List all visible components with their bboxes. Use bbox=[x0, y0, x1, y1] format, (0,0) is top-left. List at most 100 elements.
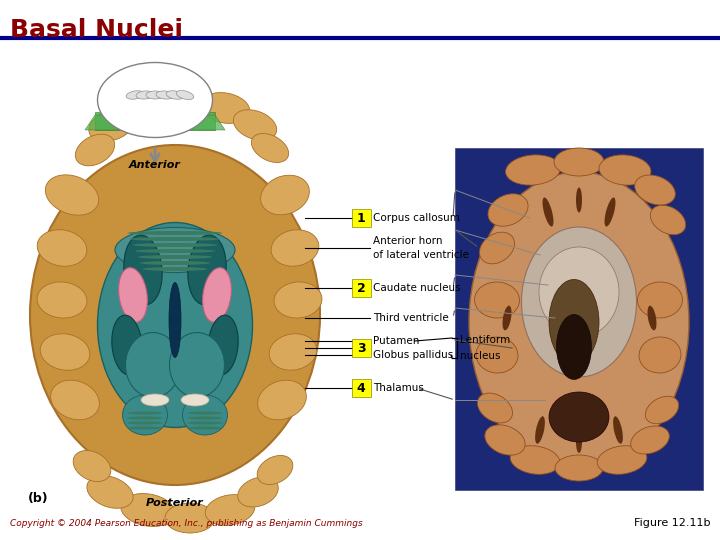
Ellipse shape bbox=[30, 145, 320, 485]
Text: Corpus callosum: Corpus callosum bbox=[373, 213, 460, 223]
Ellipse shape bbox=[97, 63, 212, 138]
Ellipse shape bbox=[274, 282, 322, 318]
Ellipse shape bbox=[650, 205, 685, 235]
Ellipse shape bbox=[73, 450, 111, 482]
Ellipse shape bbox=[45, 175, 99, 215]
Ellipse shape bbox=[121, 494, 175, 526]
Ellipse shape bbox=[140, 261, 210, 265]
Text: Lentiform: Lentiform bbox=[460, 335, 510, 345]
Ellipse shape bbox=[132, 243, 217, 247]
Ellipse shape bbox=[469, 172, 689, 472]
Ellipse shape bbox=[181, 394, 209, 406]
Text: Third ventricle: Third ventricle bbox=[373, 313, 449, 323]
Ellipse shape bbox=[182, 395, 228, 435]
Ellipse shape bbox=[135, 249, 215, 253]
Ellipse shape bbox=[124, 235, 162, 305]
Ellipse shape bbox=[160, 86, 210, 114]
Ellipse shape bbox=[127, 422, 163, 424]
Ellipse shape bbox=[165, 503, 215, 533]
Ellipse shape bbox=[599, 155, 651, 185]
Text: 1: 1 bbox=[356, 212, 365, 225]
Ellipse shape bbox=[37, 282, 87, 318]
FancyBboxPatch shape bbox=[351, 209, 371, 227]
Ellipse shape bbox=[238, 477, 279, 507]
Ellipse shape bbox=[549, 392, 609, 442]
Ellipse shape bbox=[557, 314, 592, 380]
Ellipse shape bbox=[535, 416, 545, 444]
Ellipse shape bbox=[645, 396, 679, 424]
Text: Anterior: Anterior bbox=[129, 160, 181, 170]
Ellipse shape bbox=[549, 280, 599, 365]
Ellipse shape bbox=[205, 495, 255, 525]
Ellipse shape bbox=[555, 455, 603, 481]
Ellipse shape bbox=[156, 91, 174, 99]
Ellipse shape bbox=[539, 247, 619, 337]
Ellipse shape bbox=[141, 394, 169, 406]
Text: Thalamus: Thalamus bbox=[373, 383, 424, 393]
Ellipse shape bbox=[187, 416, 222, 420]
Ellipse shape bbox=[202, 268, 231, 322]
FancyBboxPatch shape bbox=[351, 339, 371, 357]
Ellipse shape bbox=[127, 411, 163, 415]
Text: Globus pallidus: Globus pallidus bbox=[373, 350, 454, 360]
Ellipse shape bbox=[136, 91, 154, 99]
Ellipse shape bbox=[37, 230, 87, 266]
Ellipse shape bbox=[143, 267, 207, 271]
Ellipse shape bbox=[576, 431, 582, 453]
Ellipse shape bbox=[477, 393, 513, 423]
Ellipse shape bbox=[597, 446, 647, 474]
Text: Putamen: Putamen bbox=[373, 336, 419, 346]
Ellipse shape bbox=[485, 425, 525, 455]
FancyBboxPatch shape bbox=[351, 279, 371, 297]
Text: nucleus: nucleus bbox=[460, 351, 500, 361]
Ellipse shape bbox=[112, 315, 142, 375]
Ellipse shape bbox=[576, 187, 582, 213]
Ellipse shape bbox=[639, 337, 681, 373]
Ellipse shape bbox=[510, 446, 560, 474]
Ellipse shape bbox=[233, 110, 276, 140]
Ellipse shape bbox=[176, 91, 194, 99]
Text: Figure 12.11b: Figure 12.11b bbox=[634, 518, 710, 528]
Ellipse shape bbox=[251, 133, 289, 163]
Ellipse shape bbox=[127, 416, 163, 420]
Ellipse shape bbox=[505, 155, 560, 185]
Ellipse shape bbox=[126, 91, 144, 99]
Ellipse shape bbox=[521, 227, 636, 377]
Ellipse shape bbox=[476, 337, 518, 373]
Ellipse shape bbox=[119, 268, 148, 322]
Ellipse shape bbox=[138, 255, 212, 259]
Ellipse shape bbox=[127, 231, 222, 235]
Ellipse shape bbox=[258, 380, 307, 420]
Ellipse shape bbox=[116, 93, 170, 126]
Ellipse shape bbox=[613, 416, 623, 444]
Text: (b): (b) bbox=[28, 492, 49, 505]
Ellipse shape bbox=[40, 334, 90, 370]
FancyArrowPatch shape bbox=[150, 148, 159, 162]
Text: Caudate nucleus: Caudate nucleus bbox=[373, 283, 461, 293]
Ellipse shape bbox=[169, 333, 225, 397]
Ellipse shape bbox=[187, 422, 222, 424]
FancyBboxPatch shape bbox=[95, 112, 215, 130]
Ellipse shape bbox=[169, 282, 181, 357]
Ellipse shape bbox=[50, 380, 99, 420]
Ellipse shape bbox=[605, 198, 616, 226]
Ellipse shape bbox=[188, 235, 226, 305]
Text: Basal Nuclei: Basal Nuclei bbox=[10, 18, 183, 42]
Ellipse shape bbox=[130, 237, 220, 241]
Ellipse shape bbox=[208, 315, 238, 375]
Ellipse shape bbox=[87, 476, 133, 508]
Ellipse shape bbox=[503, 306, 511, 330]
Ellipse shape bbox=[127, 427, 163, 429]
Ellipse shape bbox=[637, 282, 683, 318]
Text: Anterior horn: Anterior horn bbox=[373, 236, 443, 246]
Ellipse shape bbox=[97, 222, 253, 428]
Polygon shape bbox=[85, 115, 225, 130]
Ellipse shape bbox=[543, 198, 554, 226]
Ellipse shape bbox=[187, 411, 222, 415]
Ellipse shape bbox=[146, 91, 164, 99]
Ellipse shape bbox=[631, 426, 670, 454]
Ellipse shape bbox=[166, 91, 184, 99]
Ellipse shape bbox=[480, 232, 515, 264]
Text: Copyright © 2004 Pearson Education, Inc., publishing as Benjamin Cummings: Copyright © 2004 Pearson Education, Inc.… bbox=[10, 519, 363, 528]
Ellipse shape bbox=[89, 109, 135, 141]
